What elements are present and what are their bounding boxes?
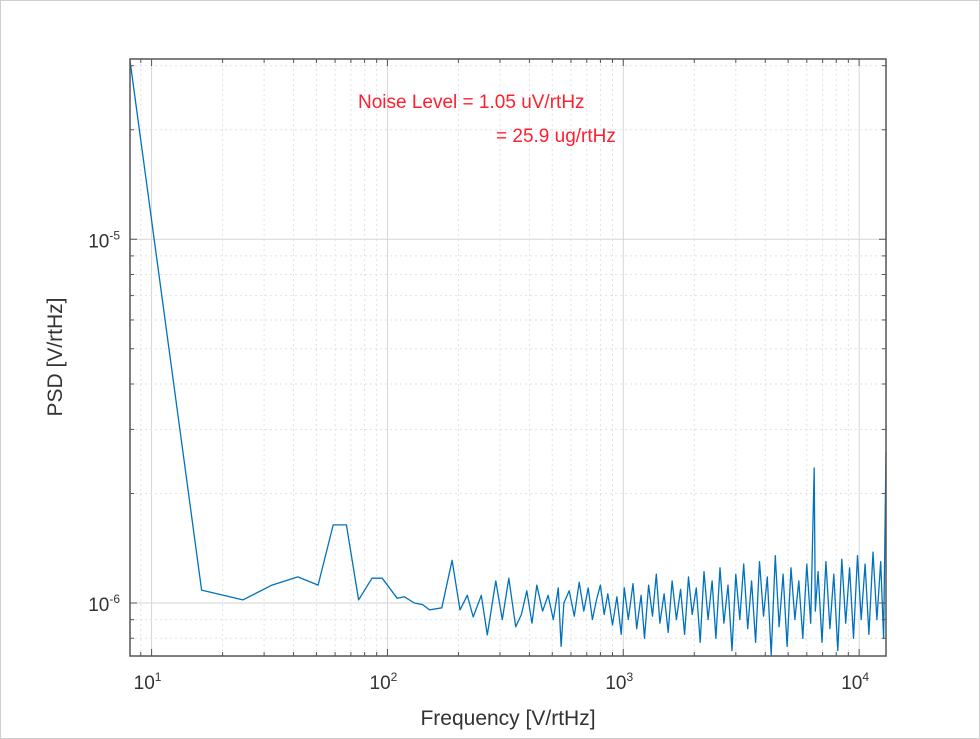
x-tick-label: 103 [605,670,633,694]
annotation-line-1: Noise Level = 1.05 uV/rtHz [358,92,585,113]
y-axis-label: PSD [V/rtHz] [44,297,67,416]
x-tick-label: 104 [841,670,869,694]
axis-ticks: 101 102 103 104 10-6 10-5 [88,59,886,694]
y-tick-label: 10-5 [88,228,120,252]
psd-series-line [129,60,887,656]
x-axis-label: Frequency [V/rtHz] [420,707,595,730]
grid-lines [130,59,886,656]
y-tick-label: 10-6 [88,592,120,616]
plot-area-border [129,58,887,657]
x-tick-label: 102 [370,670,398,694]
x-tick-label: 101 [134,670,162,694]
annotation-line-2: = 25.9 ug/rtHz [496,126,616,147]
